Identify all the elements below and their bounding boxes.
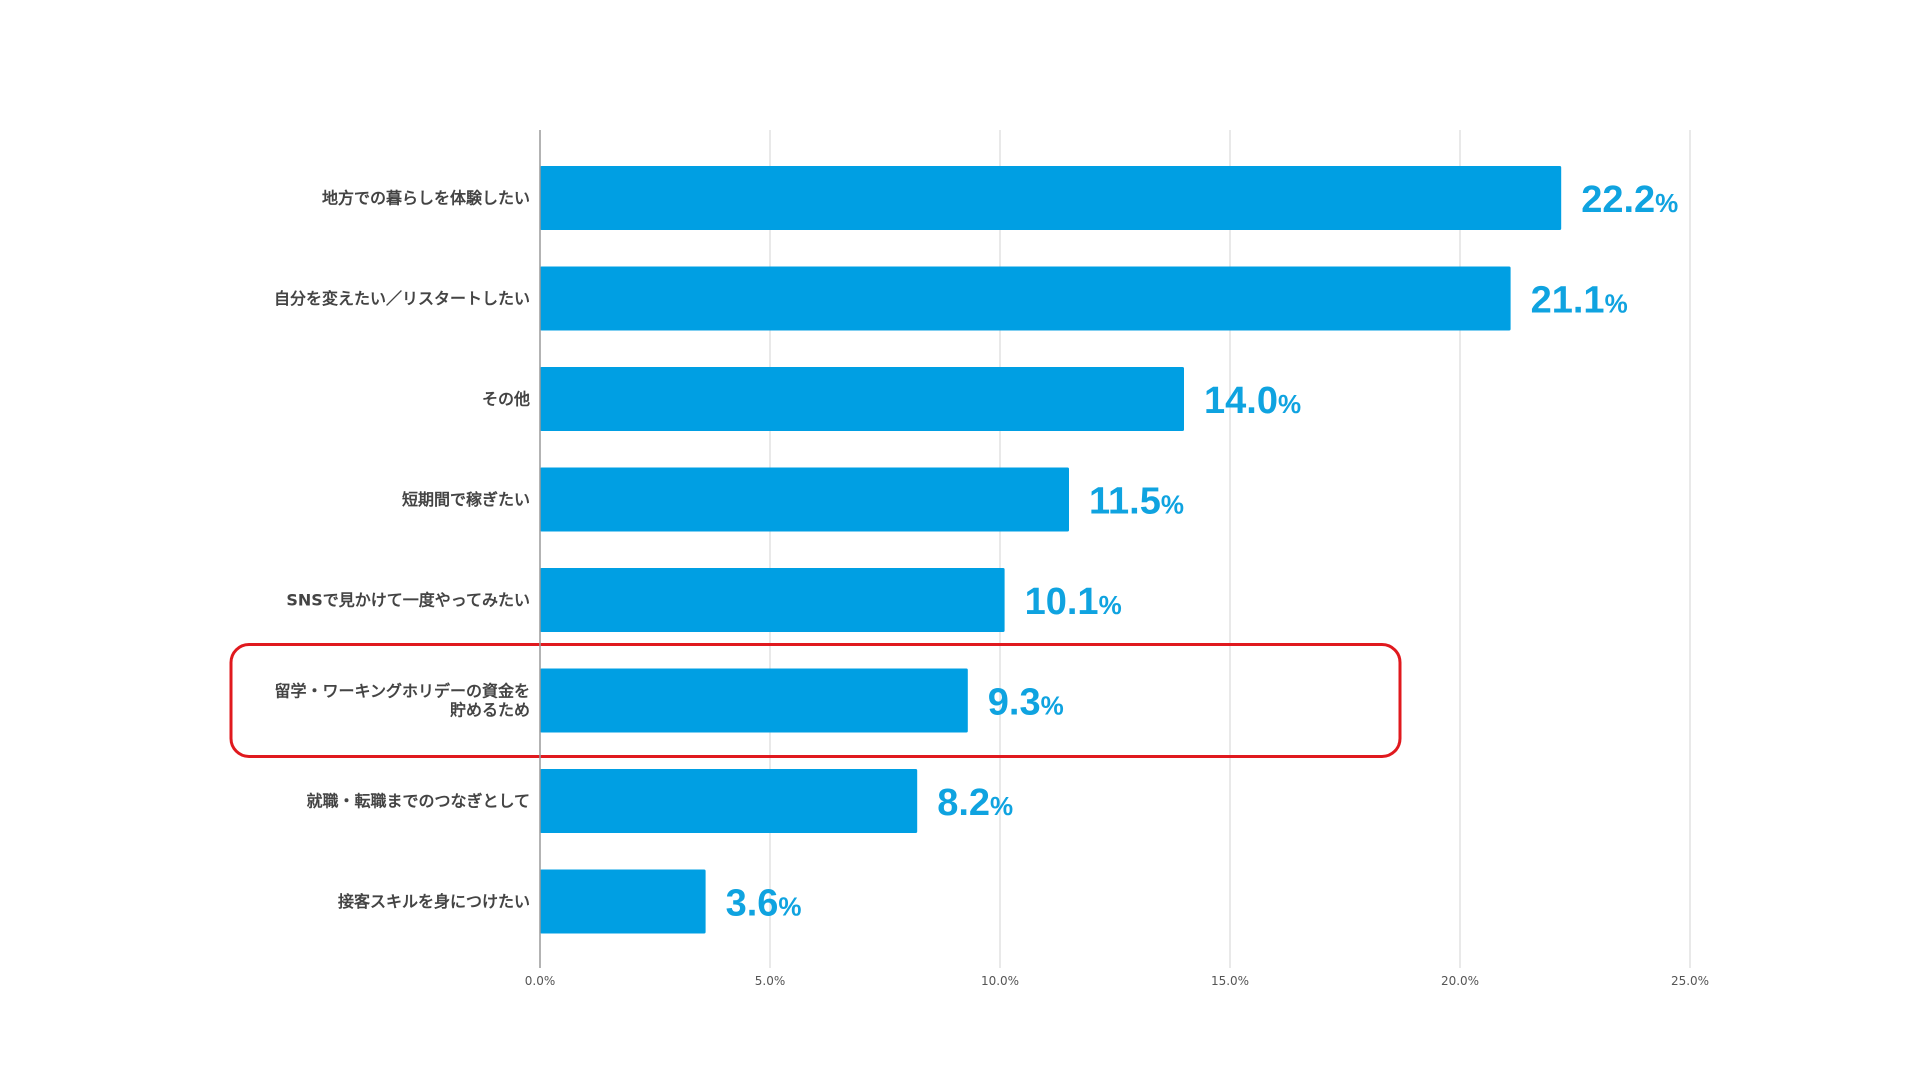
bar <box>540 568 1005 632</box>
value-label: 14.0% <box>1204 380 1301 422</box>
value-percent-sign: % <box>1041 691 1064 721</box>
category-label: その他 <box>482 390 530 409</box>
bars <box>540 166 1562 934</box>
x-tick-label: 5.0% <box>755 974 786 988</box>
category-label: 就職・転職までのつなぎとして <box>306 792 530 811</box>
value-label: 11.5% <box>1089 481 1184 523</box>
value-percent-sign: % <box>990 791 1013 821</box>
value-percent-sign: % <box>1278 389 1301 419</box>
value-number: 9.3 <box>988 682 1041 724</box>
bar <box>540 467 1069 532</box>
category-label: 短期間で稼ぎたい <box>402 490 530 509</box>
value-number: 14.0 <box>1204 380 1278 422</box>
bar <box>540 266 1511 331</box>
value-number: 8.2 <box>937 782 990 824</box>
value-percent-sign: % <box>1655 188 1678 218</box>
value-number: 10.1 <box>1025 581 1099 623</box>
value-percent-sign: % <box>1605 289 1628 319</box>
value-labels: 22.2%21.1%14.0%11.5%10.1%9.3%8.2%3.6% <box>726 179 1679 925</box>
category-label: 自分を変えたい／リスタートしたい <box>274 289 530 308</box>
bar <box>540 869 706 934</box>
bar <box>540 769 918 833</box>
value-percent-sign: % <box>1099 590 1122 620</box>
value-number: 21.1 <box>1531 280 1605 322</box>
category-label: 接客スキルを身につけたい <box>338 892 530 911</box>
value-label: 21.1% <box>1531 280 1628 322</box>
value-label: 9.3% <box>988 682 1064 724</box>
value-percent-sign: % <box>778 892 801 922</box>
category-label: 地方での暮らしを体験したい <box>322 189 530 208</box>
category-labels: 地方での暮らしを体験したい自分を変えたい／リスタートしたいその他短期間で稼ぎたい… <box>274 189 530 912</box>
x-tick-label: 25.0% <box>1671 974 1709 988</box>
value-label: 3.6% <box>726 883 802 925</box>
value-label: 8.2% <box>937 782 1013 824</box>
highlight-box <box>229 643 1402 758</box>
value-number: 3.6 <box>726 883 779 925</box>
gridlines <box>769 130 1691 968</box>
x-tick-label: 15.0% <box>1211 974 1249 988</box>
bar <box>540 668 968 733</box>
highlight-layer <box>229 643 1402 758</box>
value-label: 10.1% <box>1025 581 1122 623</box>
category-label: SNSで見かけて一度やってみたい <box>286 591 530 610</box>
x-tick-label: 20.0% <box>1441 974 1479 988</box>
x-tick-label: 0.0% <box>525 974 556 988</box>
category-label: 留学・ワーキングホリデーの資金を貯めるため <box>274 682 530 720</box>
value-number: 22.2 <box>1581 179 1655 221</box>
x-tick-label: 10.0% <box>981 974 1019 988</box>
value-percent-sign: % <box>1161 490 1184 520</box>
value-label: 22.2% <box>1581 179 1678 221</box>
bar <box>540 166 1562 230</box>
bar <box>540 367 1184 431</box>
x-axis-ticks: 0.0% 5.0% 10.0% 15.0% 20.0% 25.0% <box>525 974 1709 988</box>
value-number: 11.5 <box>1089 481 1161 523</box>
